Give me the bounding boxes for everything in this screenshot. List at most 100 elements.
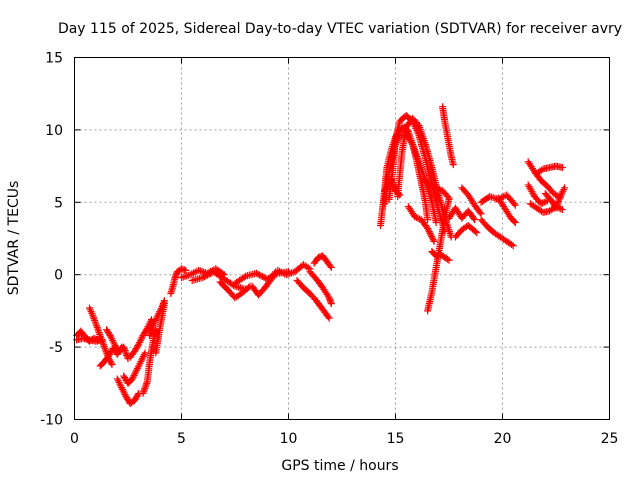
data-point	[429, 182, 437, 190]
data-point	[324, 313, 332, 321]
data-point	[509, 242, 517, 250]
data-point	[182, 266, 190, 274]
x-tick-label: 15	[387, 431, 405, 447]
data-point	[558, 164, 566, 172]
x-tick-label: 20	[494, 431, 512, 447]
data-point	[471, 228, 479, 236]
data-point	[142, 326, 150, 334]
y-tick-label: 5	[54, 195, 63, 211]
x-tick-label: 25	[601, 431, 619, 447]
y-axis-label: SDTVAR / TECUs	[6, 181, 22, 296]
data-point	[427, 182, 435, 190]
x-tick-label: 10	[280, 431, 298, 447]
data-point	[390, 183, 398, 191]
data-point	[471, 216, 479, 224]
data-point	[203, 271, 211, 279]
y-tick-label: 10	[45, 123, 63, 139]
data-point	[325, 314, 333, 322]
data-point	[424, 216, 432, 224]
data-point	[147, 327, 155, 335]
data-point	[146, 330, 154, 338]
data-point	[254, 270, 262, 278]
data-point	[426, 181, 434, 189]
data-point	[428, 233, 436, 241]
data-point	[432, 184, 440, 192]
data-point	[145, 332, 153, 340]
data-point	[134, 342, 142, 350]
data-point	[428, 234, 436, 242]
data-point	[555, 196, 563, 204]
data-point	[557, 205, 565, 213]
data-point	[554, 197, 562, 205]
data-point	[424, 226, 432, 234]
data-point	[556, 194, 564, 202]
data-point	[252, 269, 260, 277]
data-point	[388, 177, 396, 185]
data-point	[147, 328, 155, 336]
data-point	[259, 273, 267, 281]
data-point	[122, 348, 130, 356]
x-tick-labels: 0 5 10 15 20 25	[70, 431, 618, 447]
data-point	[432, 219, 440, 227]
data-point	[445, 256, 453, 264]
data-point	[554, 199, 562, 207]
data-point	[387, 175, 395, 183]
chart-title: Day 115 of 2025, Sidereal Day-to-day VTE…	[58, 21, 622, 37]
data-point	[396, 191, 404, 199]
data-point	[199, 274, 207, 282]
data-point	[434, 185, 442, 193]
data-point	[435, 185, 443, 193]
data-point	[473, 229, 481, 237]
data-point	[160, 300, 168, 308]
data-point	[257, 272, 265, 280]
data-point	[558, 206, 566, 214]
data-point	[327, 263, 335, 271]
data-point	[141, 383, 149, 391]
y-tick-label: -10	[40, 413, 63, 429]
data-point	[148, 323, 156, 331]
data-point	[327, 300, 335, 308]
data-point	[540, 198, 548, 206]
data-point	[389, 180, 397, 188]
data-point	[470, 214, 478, 222]
data-point	[539, 199, 547, 207]
data-point	[388, 178, 396, 186]
axis-ticks	[74, 57, 610, 420]
grid-lines	[74, 57, 610, 420]
y-tick-label: -5	[49, 340, 63, 356]
data-point	[205, 270, 213, 278]
data-point	[511, 219, 519, 227]
data-point	[140, 388, 148, 396]
data-point	[429, 236, 437, 244]
data-point	[430, 237, 438, 245]
data-point	[141, 349, 149, 357]
data-point	[542, 198, 550, 206]
plot-frame	[74, 57, 610, 420]
data-point	[553, 201, 561, 209]
data-point	[324, 292, 332, 300]
data-point	[108, 360, 116, 368]
data-point	[510, 200, 518, 208]
data-point	[414, 214, 422, 222]
data-point	[408, 139, 416, 147]
data-point	[561, 184, 569, 192]
data-point	[445, 195, 453, 203]
data-point	[449, 161, 457, 169]
data-point	[121, 346, 129, 354]
data-point	[390, 182, 398, 190]
data-point	[143, 380, 151, 388]
y-tick-labels: -10 -5 0 5 10 15	[40, 51, 63, 429]
x-tick-label: 5	[177, 431, 186, 447]
data-point	[207, 269, 215, 277]
data-point	[395, 190, 403, 198]
data-point	[304, 264, 312, 272]
data-point	[425, 228, 433, 236]
data-point	[508, 241, 516, 249]
data-point	[476, 208, 484, 216]
y-tick-label: 0	[54, 268, 63, 284]
x-axis-label: GPS time / hours	[281, 458, 398, 474]
data-point	[149, 322, 157, 330]
data-point	[510, 217, 518, 225]
data-point	[107, 359, 115, 367]
